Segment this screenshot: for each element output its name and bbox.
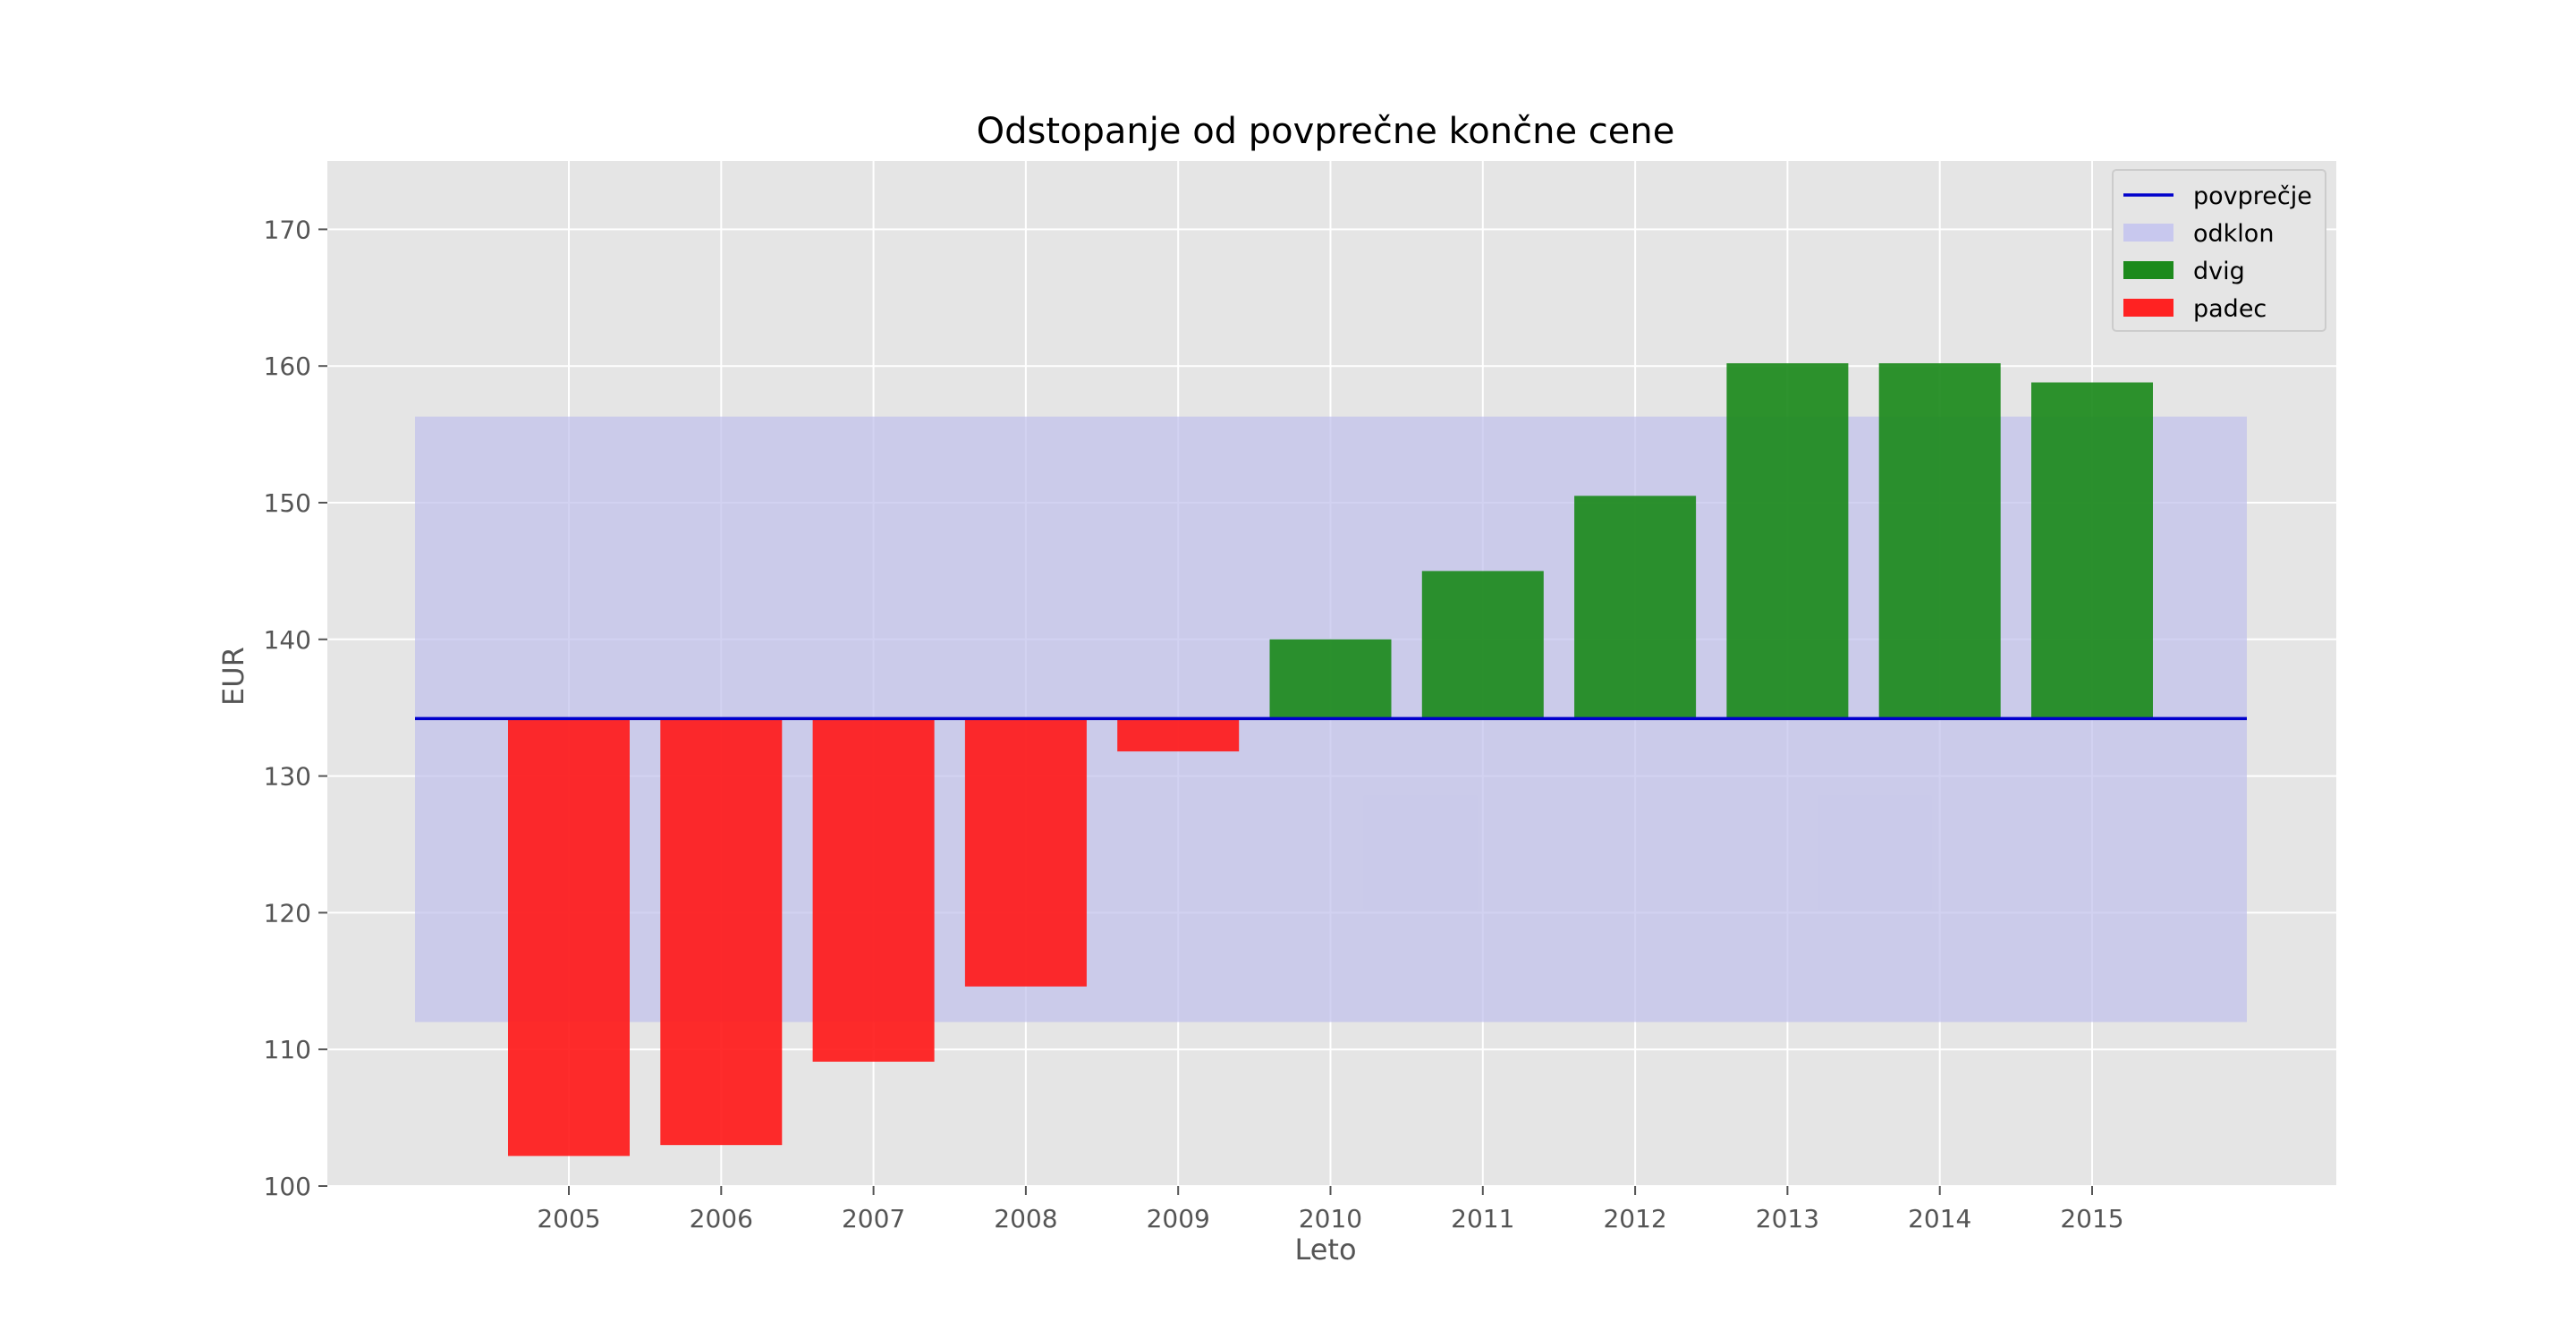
y-tick-label: 140 [264,625,311,655]
legend-swatch [2123,224,2174,242]
y-tick-label: 110 [264,1035,311,1064]
x-axis-label: Leto [1294,1233,1356,1267]
x-tick-label: 2007 [842,1204,905,1233]
legend: povprečje odklon dvig padec [2112,169,2326,332]
bar-fall-2009 [1117,718,1240,752]
bar-fall-2007 [812,718,935,1062]
chart-title: Odstopanje od povprečne končne cene [977,111,1675,152]
y-tick-label: 120 [264,898,311,928]
y-axis-label: EUR [216,647,250,706]
bar-fall-2005 [508,718,630,1157]
legend-swatch [2123,261,2174,279]
legend-label: odklon [2193,220,2274,248]
legend-label: padec [2193,295,2267,323]
ticks: 100 110 120 130 140 150 160 170 2005 2006 2007 2008… [264,215,2124,1233]
bar-fall-2006 [660,718,783,1146]
y-tick-label: 170 [264,215,311,244]
x-tick-label: 2009 [1147,1204,1210,1233]
bar-rise-2010 [1269,639,1392,719]
x-tick-label: 2015 [2060,1204,2123,1233]
y-tick-label: 100 [264,1172,311,1201]
legend-label: povprečje [2193,182,2312,210]
x-tick-label: 2008 [994,1204,1057,1233]
bar-fall-2008 [964,718,1087,987]
x-tick-label: 2012 [1603,1204,1666,1233]
bars [508,363,2153,1157]
y-tick-label: 130 [264,762,311,792]
x-tick-label: 2010 [1299,1204,1362,1233]
x-tick-label: 2013 [1756,1204,1819,1233]
x-tick-label: 2006 [690,1204,753,1233]
legend-swatch [2123,299,2174,317]
bar-rise-2013 [1726,363,1849,719]
bar-rise-2015 [2031,382,2153,719]
x-tick-label: 2005 [537,1204,600,1233]
legend-label: dvig [2193,258,2245,285]
y-tick-label: 160 [264,352,311,381]
x-tick-label: 2014 [1908,1204,1971,1233]
bar-rise-2012 [1574,496,1697,719]
legend-box [2112,169,2326,332]
bar-rise-2011 [1421,571,1544,719]
bar-rise-2014 [1878,363,2001,719]
x-tick-label: 2011 [1451,1204,1514,1233]
y-tick-label: 150 [264,488,311,518]
